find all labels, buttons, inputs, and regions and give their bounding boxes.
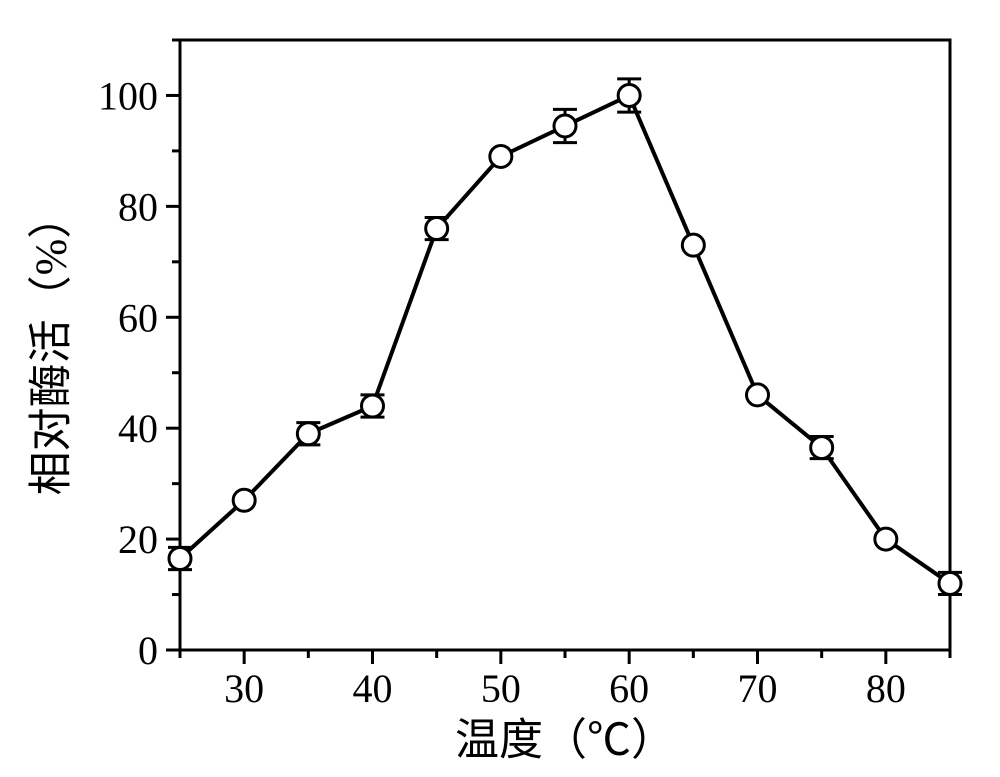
x-axis-label: 温度（℃） (455, 716, 675, 765)
x-tick-label: 40 (353, 666, 393, 711)
data-marker (362, 395, 384, 417)
y-tick-label: 80 (118, 184, 158, 229)
data-marker (875, 528, 897, 550)
x-tick-label: 60 (609, 666, 649, 711)
data-marker (426, 218, 448, 240)
data-marker (490, 145, 512, 167)
y-axis-label: 相对酶活（%） (27, 195, 76, 496)
data-marker (554, 115, 576, 137)
x-tick-label: 30 (224, 666, 264, 711)
data-marker (939, 572, 961, 594)
y-tick-label: 60 (118, 295, 158, 340)
x-tick-label: 50 (481, 666, 521, 711)
x-tick-label: 70 (738, 666, 778, 711)
data-marker (747, 384, 769, 406)
data-marker (811, 437, 833, 459)
data-marker (169, 548, 191, 570)
data-marker (682, 234, 704, 256)
x-tick-label: 80 (866, 666, 906, 711)
y-tick-label: 0 (138, 628, 158, 673)
data-marker (618, 84, 640, 106)
chart-container: 30 40 50 60 70 80 温度（℃） 0 20 40 60 80 100 相对酶活（%） (0, 0, 1000, 777)
y-tick-label: 100 (98, 73, 158, 118)
y-tick-label: 20 (118, 517, 158, 562)
data-marker (233, 489, 255, 511)
data-marker (297, 423, 319, 445)
y-tick-label: 40 (118, 406, 158, 451)
line-chart: 30 40 50 60 70 80 温度（℃） 0 20 40 60 80 100 相对酶活（%） (0, 0, 1000, 777)
